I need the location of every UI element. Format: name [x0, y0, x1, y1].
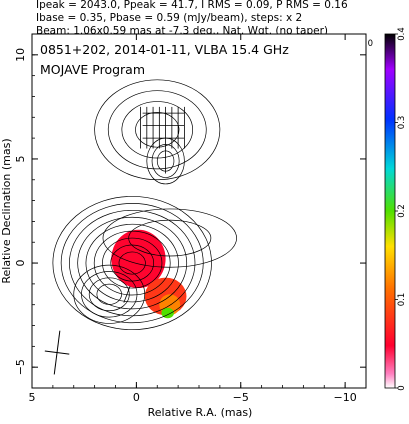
contour-level — [102, 208, 237, 268]
y-tick-label: 0 — [14, 260, 27, 267]
evpa-vector — [123, 285, 131, 303]
header: Ipeak = 2043.0, Ppeak = 41.7, I RMS = 0.… — [36, 0, 348, 37]
contour-level — [118, 251, 146, 275]
y-tick-label: 5 — [14, 155, 27, 162]
contour-level — [77, 216, 188, 310]
contour-level — [52, 196, 212, 331]
x-tick-label: 5 — [29, 391, 36, 404]
contour-level — [107, 90, 207, 170]
x-axis: 5 0 −5 −10 — [29, 34, 367, 404]
colorbar-tick-label: 0.2 — [397, 204, 407, 218]
contour-level — [88, 277, 130, 312]
colorbar-tick-label: 0.4 — [397, 27, 407, 41]
y-axis: −5 0 5 10 — [14, 33, 366, 389]
contour-level — [135, 112, 180, 148]
colorbar-tick-label: 0 — [397, 385, 407, 390]
evpa-vectors — [123, 106, 185, 303]
chart-subtitle: MOJAVE Program — [40, 62, 145, 77]
beam-marker — [44, 330, 70, 375]
colorbar: 0 0.1 0.2 0.3 0.4 — [384, 27, 407, 391]
colorbar-ticks: 0 0.1 0.2 0.3 0.4 — [395, 27, 407, 391]
plot-background — [32, 34, 366, 388]
colorbar-gradient — [384, 33, 396, 389]
contour-level — [69, 209, 196, 317]
y-tick-label: 10 — [14, 48, 27, 62]
x-tick-label: −5 — [233, 391, 249, 404]
contour-level — [94, 79, 221, 181]
x-axis-label: Relative R.A. (mas) — [148, 406, 253, 419]
colorbar-tick-label: 0.3 — [397, 116, 407, 130]
plot-area: 5 0 −5 −10 −5 0 5 10 0851+202, 2014-01-11, VLB… — [14, 33, 373, 404]
contour-level — [81, 271, 138, 318]
chart-title: 0851+202, 2014-01-11, VLBA 15.4 GHz — [40, 42, 289, 57]
polarization-region — [161, 307, 174, 319]
x-tick-label: 0 — [133, 391, 140, 404]
contour-level — [85, 223, 179, 303]
contour-level — [96, 283, 122, 305]
corner-label: 0 — [368, 39, 373, 49]
header-line-1: Ipeak = 2043.0, Ppeak = 41.7, I RMS = 0.… — [36, 0, 348, 11]
contour-level — [73, 264, 146, 324]
beam-minor-axis — [44, 350, 70, 355]
header-line-2: Ibase = 0.35, Pbase = 0.59 (mJy/beam), s… — [36, 12, 302, 24]
x-tick-label: −10 — [334, 391, 357, 404]
contour-level — [102, 237, 163, 289]
colorbar-tick-label: 0.1 — [397, 293, 407, 307]
y-tick-label: −5 — [14, 359, 27, 375]
contour-level — [128, 219, 212, 257]
y-axis-label: Relative Declination (mas) — [0, 138, 13, 283]
